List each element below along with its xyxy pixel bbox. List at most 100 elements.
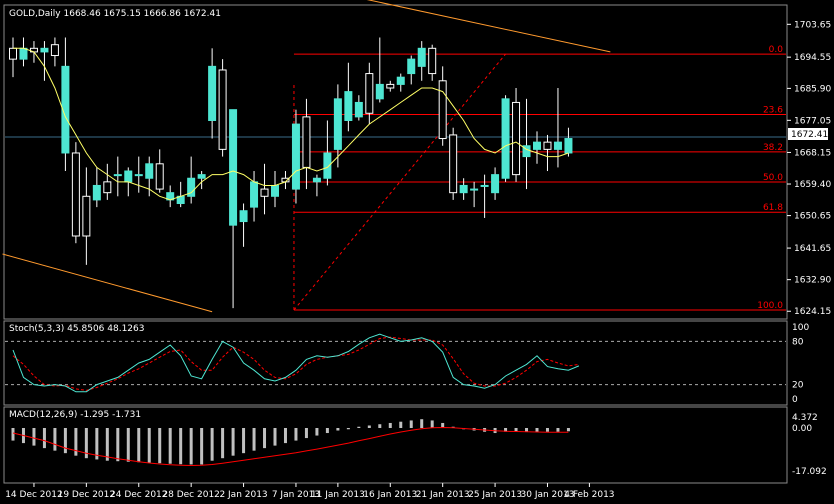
candle-bear bbox=[218, 69, 227, 150]
candle-bull bbox=[564, 138, 573, 154]
macd-histogram-bar bbox=[242, 427, 246, 454]
fib-level-label: 61.8 bbox=[763, 203, 783, 213]
macd-histogram-bar bbox=[252, 427, 256, 451]
macd-histogram-bar bbox=[200, 427, 204, 465]
candle-bear bbox=[512, 101, 521, 176]
date-label: 21 Jan 2013 bbox=[416, 490, 470, 500]
candle-bull bbox=[113, 174, 122, 177]
date-label: 25 Jan 2013 bbox=[468, 490, 522, 500]
stoch-header: Stoch(5,3,3) 45.8506 48.1263 bbox=[9, 324, 144, 334]
macd-histogram-bar bbox=[399, 421, 403, 428]
macd-layer bbox=[11, 419, 570, 467]
date-label: 19 Dec 2012 bbox=[58, 490, 116, 500]
macd-signal-line bbox=[12, 426, 569, 467]
macd-histogram-bar bbox=[221, 427, 225, 459]
macd-histogram-bar bbox=[126, 427, 130, 462]
candle-bear bbox=[428, 47, 437, 75]
candle-bull bbox=[229, 109, 238, 226]
macd-tick-label: 0.00 bbox=[792, 424, 812, 434]
candle-bull bbox=[250, 181, 259, 208]
fib-level-label: 100.0 bbox=[757, 301, 783, 311]
date-label: 11 Jan 2013 bbox=[311, 490, 365, 500]
candle-bear bbox=[438, 80, 447, 140]
axis-layer: 1703.65 1694.55 1685.90 1677.05 1668.15 1659.… bbox=[5, 20, 831, 500]
candle-bull bbox=[312, 177, 321, 183]
candle-bull bbox=[239, 210, 248, 223]
macd-tick-label: 4.372 bbox=[792, 413, 818, 423]
macd-histogram-bar bbox=[137, 427, 141, 463]
macd-histogram-bar bbox=[304, 427, 308, 439]
date-label: 2 Jan 2013 bbox=[219, 490, 267, 500]
candle-bull bbox=[470, 188, 479, 191]
candle-bull bbox=[124, 170, 133, 183]
macd-histogram-bar bbox=[315, 427, 319, 436]
macd-histogram-bar bbox=[273, 427, 277, 446]
macd-histogram-bar bbox=[378, 424, 382, 428]
candle-bull bbox=[459, 184, 468, 194]
candle-bear bbox=[155, 163, 164, 190]
macd-histogram-bar bbox=[525, 427, 529, 432]
macd-histogram-bar bbox=[535, 427, 539, 432]
trend-line-upper bbox=[366, 0, 611, 53]
price-tick-label: 1659.40 bbox=[794, 180, 831, 190]
candle-bull bbox=[491, 174, 500, 194]
price-tick-label: 1685.90 bbox=[794, 84, 831, 94]
candle-bull bbox=[291, 123, 300, 190]
macd-histogram-bar bbox=[420, 419, 424, 428]
moving-average-line bbox=[13, 47, 569, 201]
macd-histogram-bar bbox=[441, 422, 445, 428]
macd-histogram-bar bbox=[556, 427, 560, 432]
date-label: 30 Jan 2013 bbox=[521, 490, 575, 500]
candle-bull bbox=[61, 65, 70, 154]
macd-histogram-bar bbox=[179, 427, 183, 465]
macd-histogram-bar bbox=[263, 427, 267, 449]
candle-bear bbox=[103, 181, 112, 194]
macd-histogram-bar bbox=[388, 422, 392, 428]
candle-bull bbox=[533, 141, 541, 150]
candle-bull bbox=[92, 184, 101, 201]
price-tick-label: 1624.15 bbox=[794, 307, 831, 317]
macd-histogram-bar bbox=[346, 427, 350, 430]
macd-histogram-bar bbox=[53, 427, 57, 451]
candle-bull bbox=[396, 76, 405, 85]
macd-histogram-bar bbox=[84, 427, 88, 459]
macd-histogram-bar bbox=[116, 427, 120, 462]
current-price-label: 1672.41 bbox=[791, 130, 828, 140]
macd-header: MACD(12,26,9) -1.295 -1.731 bbox=[9, 410, 141, 420]
macd-histogram-bar bbox=[514, 427, 518, 432]
macd-histogram-bar bbox=[210, 427, 214, 461]
candle-bear bbox=[9, 47, 17, 60]
candle-bear bbox=[543, 141, 552, 150]
main-panel-frame bbox=[3, 4, 788, 320]
candle-bull bbox=[501, 98, 510, 179]
macd-histogram-bar bbox=[367, 425, 371, 428]
macd-histogram-bar bbox=[42, 427, 46, 449]
macd-histogram-bar bbox=[566, 427, 570, 432]
macd-tick-label: -17.092 bbox=[792, 467, 827, 477]
price-tick-label: 1641.65 bbox=[794, 244, 831, 254]
macd-histogram-bar bbox=[336, 427, 340, 431]
stoch-signal-line bbox=[12, 336, 579, 391]
macd-panel-frame bbox=[3, 406, 788, 484]
candle-bear bbox=[449, 134, 458, 194]
macd-histogram-bar bbox=[105, 427, 109, 461]
candle-bear bbox=[71, 152, 80, 237]
stoch-main-line bbox=[12, 333, 580, 393]
stoch-panel-frame bbox=[3, 320, 788, 406]
price-layer: 0.0 23.6 38.2 50.0 61.8 100.0 bbox=[2, 0, 786, 313]
macd-histogram-bar bbox=[74, 427, 78, 456]
macd-histogram-bar bbox=[294, 427, 298, 441]
fib-level-label: 38.2 bbox=[763, 143, 783, 153]
candle-bull bbox=[375, 83, 384, 100]
stoch-tick-label: 100 bbox=[792, 323, 809, 333]
candle-bull bbox=[134, 174, 143, 177]
current-price-box bbox=[788, 128, 828, 140]
stoch-tick-label: 80 bbox=[792, 337, 804, 347]
fib-level-label: 23.6 bbox=[763, 105, 783, 115]
candle-bull bbox=[553, 141, 562, 150]
macd-histogram-bar bbox=[168, 427, 172, 464]
macd-histogram-bar bbox=[147, 427, 151, 463]
date-label: 4 Feb 2013 bbox=[564, 490, 614, 500]
